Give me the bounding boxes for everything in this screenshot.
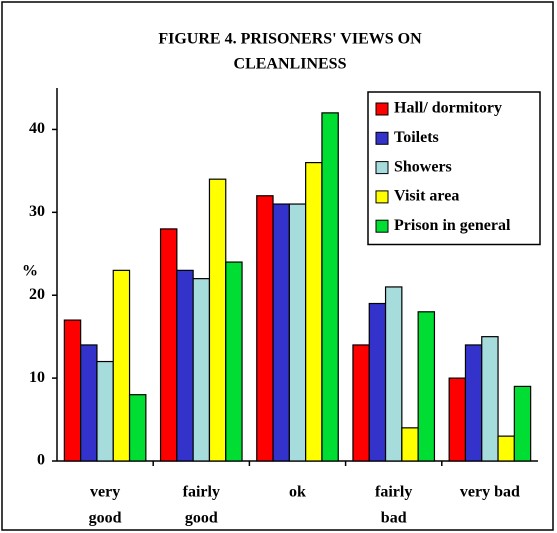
bar [481, 336, 499, 462]
bar [513, 385, 532, 462]
bar [192, 278, 211, 462]
bar [159, 228, 178, 462]
legend-label: Prison in general [394, 217, 511, 234]
y-tick-label: 20 [29, 286, 45, 303]
y-axis-label: % [22, 263, 38, 280]
bar [417, 311, 436, 462]
bar [368, 302, 387, 462]
legend-swatch [375, 219, 389, 233]
x-tick-label: good [89, 510, 122, 527]
bar [80, 344, 98, 462]
y-tick-label: 40 [29, 120, 45, 137]
y-tick-label: 30 [29, 203, 45, 220]
bar [256, 195, 274, 462]
bar [321, 112, 339, 462]
x-tick-label: good [185, 510, 218, 527]
bar [384, 286, 403, 462]
x-tick-label: fairly [183, 484, 220, 501]
bar [497, 435, 515, 462]
legend-box [367, 91, 541, 246]
bar [112, 269, 131, 462]
x-tick-label: very [90, 484, 120, 501]
legend-label: Toilets [394, 129, 439, 146]
x-tick-label: very bad [460, 484, 520, 501]
y-tick-label: 10 [29, 369, 45, 386]
bar [128, 394, 147, 462]
bar [288, 203, 307, 462]
bar [401, 427, 419, 462]
bar [96, 360, 114, 462]
bar [208, 178, 227, 462]
bar [225, 261, 243, 462]
chart-title: CLEANLINESS [234, 56, 347, 73]
bar [352, 344, 370, 462]
bar [305, 162, 323, 462]
x-tick-label: bad [381, 510, 407, 527]
bar [448, 377, 467, 462]
legend-label: Showers [394, 158, 452, 175]
x-tick-label: ok [289, 484, 306, 501]
legend-swatch [375, 190, 389, 204]
bar [464, 344, 483, 462]
legend-swatch [375, 131, 389, 145]
bar [272, 203, 290, 462]
legend-label: Hall/ dormitory [394, 100, 502, 117]
bar [176, 269, 194, 462]
legend-swatch [375, 102, 389, 116]
y-tick-label: 0 [37, 452, 45, 469]
legend-label: Visit area [394, 188, 459, 205]
chart-title: FIGURE 4. PRISONERS' VIEWS ON [158, 31, 422, 48]
bar [63, 319, 82, 462]
x-tick-label: fairly [375, 484, 412, 501]
legend-swatch [375, 161, 389, 175]
